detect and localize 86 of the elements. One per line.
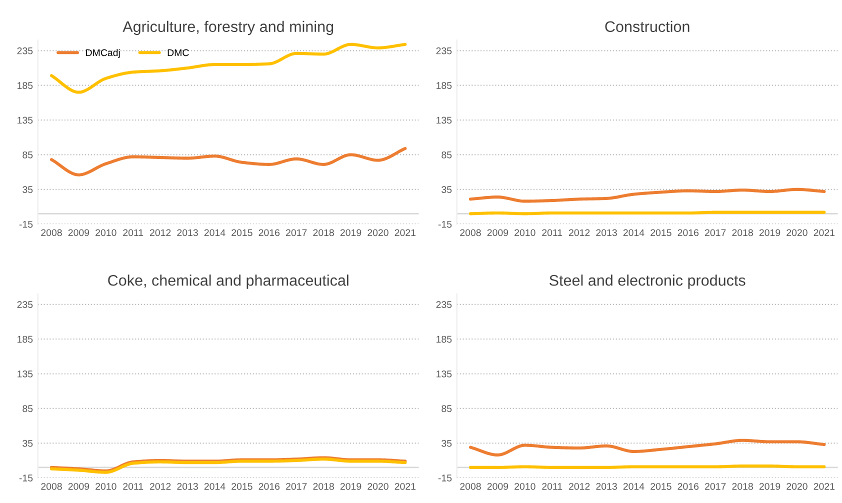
x-tick-label: 2014 xyxy=(204,482,226,490)
x-tick-label: 2016 xyxy=(678,229,699,236)
x-tick-label: 2021 xyxy=(814,229,835,236)
y-tick-label: 35 xyxy=(22,440,33,447)
x-tick-label: 2016 xyxy=(258,482,280,490)
x-tick-label: 2014 xyxy=(204,229,226,236)
x-tick-label: 2011 xyxy=(542,229,562,236)
y-tick-label: 235 xyxy=(17,47,33,54)
x-tick-label: 2010 xyxy=(514,229,536,236)
y-tick-label: 35 xyxy=(22,186,33,194)
x-tick-label: 2013 xyxy=(596,482,617,490)
x-tick-label: 2019 xyxy=(340,229,362,236)
x-tick-label: 2020 xyxy=(368,229,388,236)
x-tick-label: 2015 xyxy=(650,229,672,236)
x-tick-label: 2019 xyxy=(759,229,780,236)
x-tick-label: 2013 xyxy=(177,482,198,490)
y-tick-label: 185 xyxy=(18,82,33,89)
x-tick-label: 2013 xyxy=(177,229,198,236)
chart-title: Steel and electronic products xyxy=(550,274,746,289)
x-tick-label: 2017 xyxy=(286,229,307,236)
y-tick-label: 135 xyxy=(18,116,33,124)
x-tick-label: 2020 xyxy=(786,482,808,490)
y-tick-label: 135 xyxy=(18,370,33,378)
x-tick-label: 2018 xyxy=(313,229,334,236)
y-tick-label: 185 xyxy=(18,336,33,343)
legend-label: DMCadj xyxy=(86,48,120,58)
x-tick-label: 2015 xyxy=(232,482,252,490)
y-tick-label: 35 xyxy=(442,186,452,194)
x-tick-label: 2012 xyxy=(568,482,590,490)
x-tick-label: 2016 xyxy=(258,229,280,236)
x-tick-label: 2008 xyxy=(41,482,62,490)
x-tick-label: 2012 xyxy=(150,229,171,236)
x-tick-label: 2017 xyxy=(705,482,726,490)
chart-title: Construction xyxy=(605,20,690,32)
x-tick-label: 2008 xyxy=(41,229,62,236)
y-tick-label: 135 xyxy=(436,116,452,124)
x-tick-label: 2019 xyxy=(340,482,362,490)
x-tick-label: 2014 xyxy=(623,229,644,236)
x-tick-label: 2008 xyxy=(460,482,481,490)
x-tick-label: 2015 xyxy=(232,229,252,236)
x-tick-label: 2015 xyxy=(650,482,672,490)
x-tick-label: 2008 xyxy=(460,229,481,236)
x-tick-label: 2018 xyxy=(732,482,753,490)
y-tick-label: 85 xyxy=(22,151,33,158)
chart-title: Coke, chemical and pharmaceutical xyxy=(108,274,348,289)
y-tick-label: 235 xyxy=(17,301,33,308)
x-tick-label: 2021 xyxy=(394,482,416,490)
y-tick-label: -15 xyxy=(438,220,452,228)
x-tick-label: 2018 xyxy=(313,482,334,490)
y-tick-label: -15 xyxy=(19,220,33,228)
x-tick-label: 2009 xyxy=(68,482,90,490)
y-tick-label: 185 xyxy=(436,336,452,343)
x-tick-label: 2021 xyxy=(814,482,835,490)
y-tick-label: -15 xyxy=(19,474,33,482)
x-tick-label: 2017 xyxy=(286,482,307,490)
y-tick-label: 235 xyxy=(436,301,452,308)
y-tick-label: 35 xyxy=(442,440,452,447)
x-tick-label: 2014 xyxy=(623,482,644,490)
x-tick-label: 2010 xyxy=(96,229,116,236)
x-tick-label: 2012 xyxy=(150,482,171,490)
y-tick-label: 85 xyxy=(22,405,33,412)
x-tick-label: 2010 xyxy=(96,482,116,490)
y-tick-label: 85 xyxy=(442,151,452,158)
x-tick-label: 2010 xyxy=(514,482,536,490)
y-tick-label: -15 xyxy=(438,474,452,482)
x-tick-label: 2013 xyxy=(596,229,617,236)
x-tick-label: 2020 xyxy=(368,482,388,490)
y-tick-label: 85 xyxy=(442,405,452,412)
x-tick-label: 2018 xyxy=(732,229,753,236)
x-tick-label: 2017 xyxy=(705,229,726,236)
x-tick-label: 2020 xyxy=(786,229,808,236)
x-tick-label: 2012 xyxy=(568,229,590,236)
x-tick-label: 2009 xyxy=(68,229,90,236)
chart-title: Agriculture, forestry and mining xyxy=(122,20,334,36)
x-tick-label: 2011 xyxy=(542,482,562,490)
x-tick-label: 2011 xyxy=(123,482,144,490)
y-tick-label: 235 xyxy=(436,47,452,54)
x-tick-label: 2016 xyxy=(678,482,699,490)
x-tick-label: 2021 xyxy=(394,229,416,236)
y-tick-label: 185 xyxy=(436,82,452,89)
x-tick-label: 2009 xyxy=(487,482,508,490)
x-tick-label: 2009 xyxy=(487,229,508,236)
x-tick-label: 2019 xyxy=(759,482,780,490)
y-tick-label: 135 xyxy=(436,370,452,378)
x-tick-label: 2011 xyxy=(123,229,144,236)
legend-label: DMC xyxy=(168,49,189,56)
